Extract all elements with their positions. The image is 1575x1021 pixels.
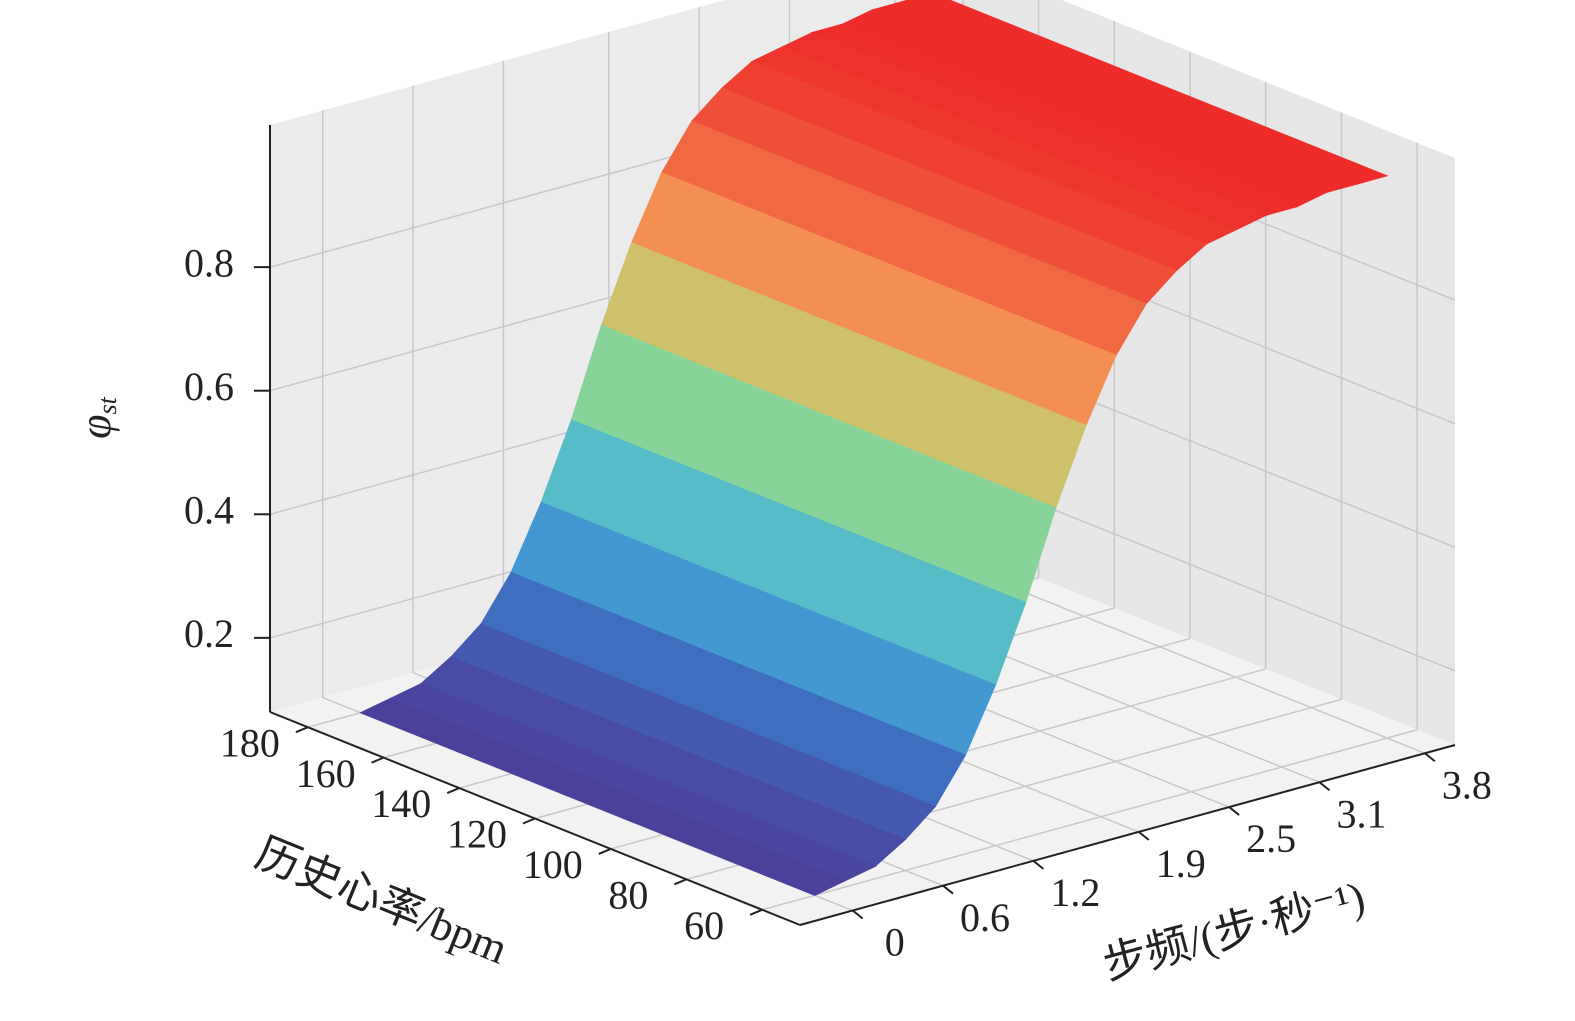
y-tick-label: 120: [447, 812, 507, 857]
x-tick: [1033, 861, 1043, 869]
y-tick: [372, 758, 384, 763]
z-tick-label: 0.2: [184, 611, 234, 656]
x-tick-label: 3.1: [1336, 791, 1386, 836]
x-tick-label: 1.9: [1156, 841, 1206, 886]
x-axis-label: 步频/(步·秒⁻¹): [1098, 872, 1370, 989]
x-tick: [1319, 782, 1329, 790]
y-tick-label: 80: [608, 873, 648, 918]
x-tick: [1229, 807, 1239, 815]
x-tick-label: 0: [885, 920, 905, 965]
y-tick: [750, 910, 762, 915]
x-tick: [853, 911, 863, 919]
x-tick: [1139, 832, 1149, 840]
y-tick-label: 160: [296, 751, 356, 796]
y-tick: [599, 849, 611, 854]
y-tick: [523, 819, 535, 824]
y-tick-label: 100: [523, 842, 583, 887]
y-tick-label: 180: [220, 720, 280, 765]
z-tick-label: 0.8: [184, 240, 234, 285]
x-tick-label: 0.6: [960, 895, 1010, 940]
y-tick: [447, 788, 459, 793]
x-tick-label: 1.2: [1050, 870, 1100, 915]
y-tick: [674, 879, 686, 884]
z-label-subscript: st: [93, 396, 122, 414]
x-tick: [943, 886, 953, 894]
y-tick-label: 140: [371, 781, 431, 826]
z-tick-label: 0.6: [184, 364, 234, 409]
x-tick: [1425, 753, 1435, 761]
x-tick-label: 3.8: [1442, 762, 1492, 807]
chart: φst 60 80 100 120 140 160 180 0 0.6 1.2 1.9 2.5 3.1 3…: [0, 0, 1575, 1021]
y-tick-label: 60: [684, 903, 724, 948]
z-tick-label: 0.4: [184, 487, 234, 532]
z-label-symbol: φ: [71, 415, 120, 439]
y-tick: [296, 727, 308, 732]
x-tick-label: 2.5: [1246, 816, 1296, 861]
z-axis-label: φst: [71, 396, 122, 438]
